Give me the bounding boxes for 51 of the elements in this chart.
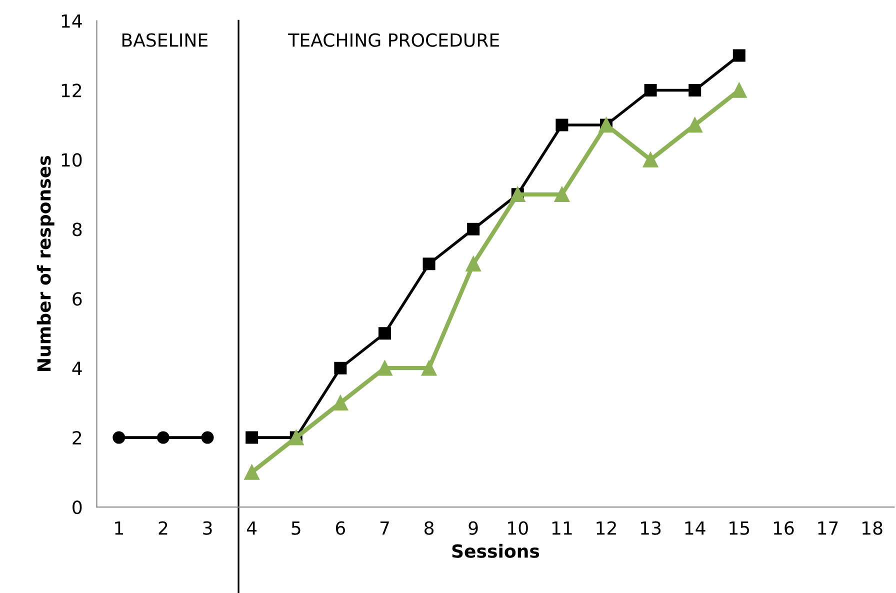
point [332,395,348,410]
point [732,82,747,98]
y-tick-label: 14 [62,14,82,28]
x-tick-label: 5 [292,521,300,535]
point [334,362,347,374]
point [112,431,126,444]
y-tick-label: 0 [72,500,82,514]
y-tick-label: 6 [72,292,82,306]
point [378,327,391,340]
y-tick-label: 2 [72,431,82,444]
point [556,118,568,132]
point [642,152,658,168]
x-tick-label: 8 [424,521,434,535]
x-tick-label: 7 [380,521,389,535]
x-tick-label: 10 [508,521,528,535]
y-tick-label: 8 [72,222,82,236]
point [201,431,214,444]
x-tick-label: 12 [596,521,616,535]
point [466,256,481,272]
point [467,222,480,236]
x-tick-label: 18 [862,521,882,535]
x-tick-label: 17 [818,521,838,535]
x-tick-label: 6 [336,521,346,535]
point [688,84,702,96]
x-tick-label: 15 [730,521,750,535]
y-tick-label: 12 [62,84,82,98]
y-tick-label: 10 [62,153,82,167]
x-axis-title: Sessions [452,544,540,558]
annotation: TEACHING PROCEDURE [288,33,499,47]
x-tick-label: 16 [774,521,794,535]
point [554,186,570,202]
point [687,117,702,133]
x-tick-label: 3 [203,521,212,535]
x-tick-label: 11 [552,521,572,535]
point [244,464,260,480]
point [644,84,657,96]
point [732,49,746,62]
point [421,360,437,376]
point [246,431,258,444]
x-tick-label: 9 [468,521,478,535]
x-tick-label: 4 [246,521,257,535]
point [422,258,436,270]
x-tick-label: 1 [115,521,123,535]
point [377,360,392,376]
annotation: BASELINE [122,33,208,47]
y-axis-title: Number of responses [36,156,54,371]
x-tick-label: 13 [641,521,661,535]
point [156,431,170,444]
x-tick-label: 2 [158,521,168,535]
y-tick-label: 4 [72,362,82,375]
x-tick-label: 14 [685,521,706,535]
